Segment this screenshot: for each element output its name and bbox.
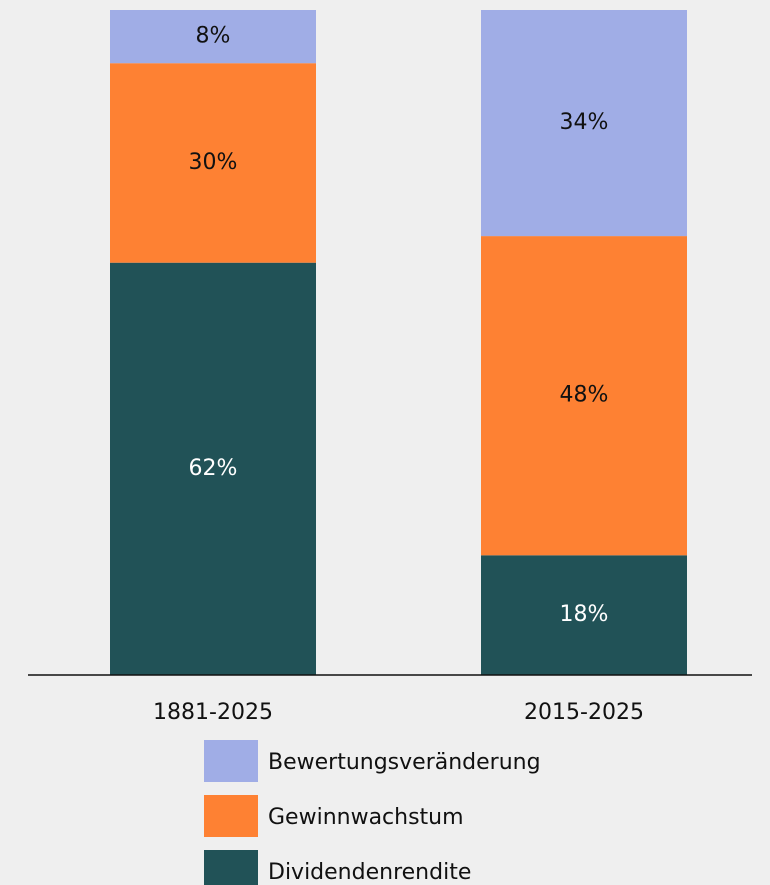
- data-label: 18%: [560, 602, 609, 627]
- legend-label: Gewinnwachstum: [268, 805, 464, 830]
- data-label: 8%: [196, 24, 231, 49]
- legend-label: Dividendenrendite: [268, 860, 471, 885]
- data-label: 48%: [560, 383, 609, 408]
- legend-label: Bewertungsveränderung: [268, 750, 541, 775]
- bar-segment: [110, 63, 316, 263]
- data-label: 62%: [189, 456, 238, 481]
- bar-segment: [481, 236, 687, 556]
- x-tick-label: 2015-2025: [524, 700, 644, 725]
- bar-segment: [110, 10, 316, 64]
- bar-segment: [110, 262, 316, 675]
- bar-segment: [481, 555, 687, 675]
- legend-swatch: [204, 850, 258, 885]
- legend-swatch: [204, 740, 258, 782]
- x-tick-label: 1881-2025: [153, 700, 273, 725]
- legend-swatch: [204, 795, 258, 837]
- bar-segment: [481, 10, 687, 237]
- data-label: 34%: [560, 110, 609, 135]
- data-label: 30%: [189, 150, 238, 175]
